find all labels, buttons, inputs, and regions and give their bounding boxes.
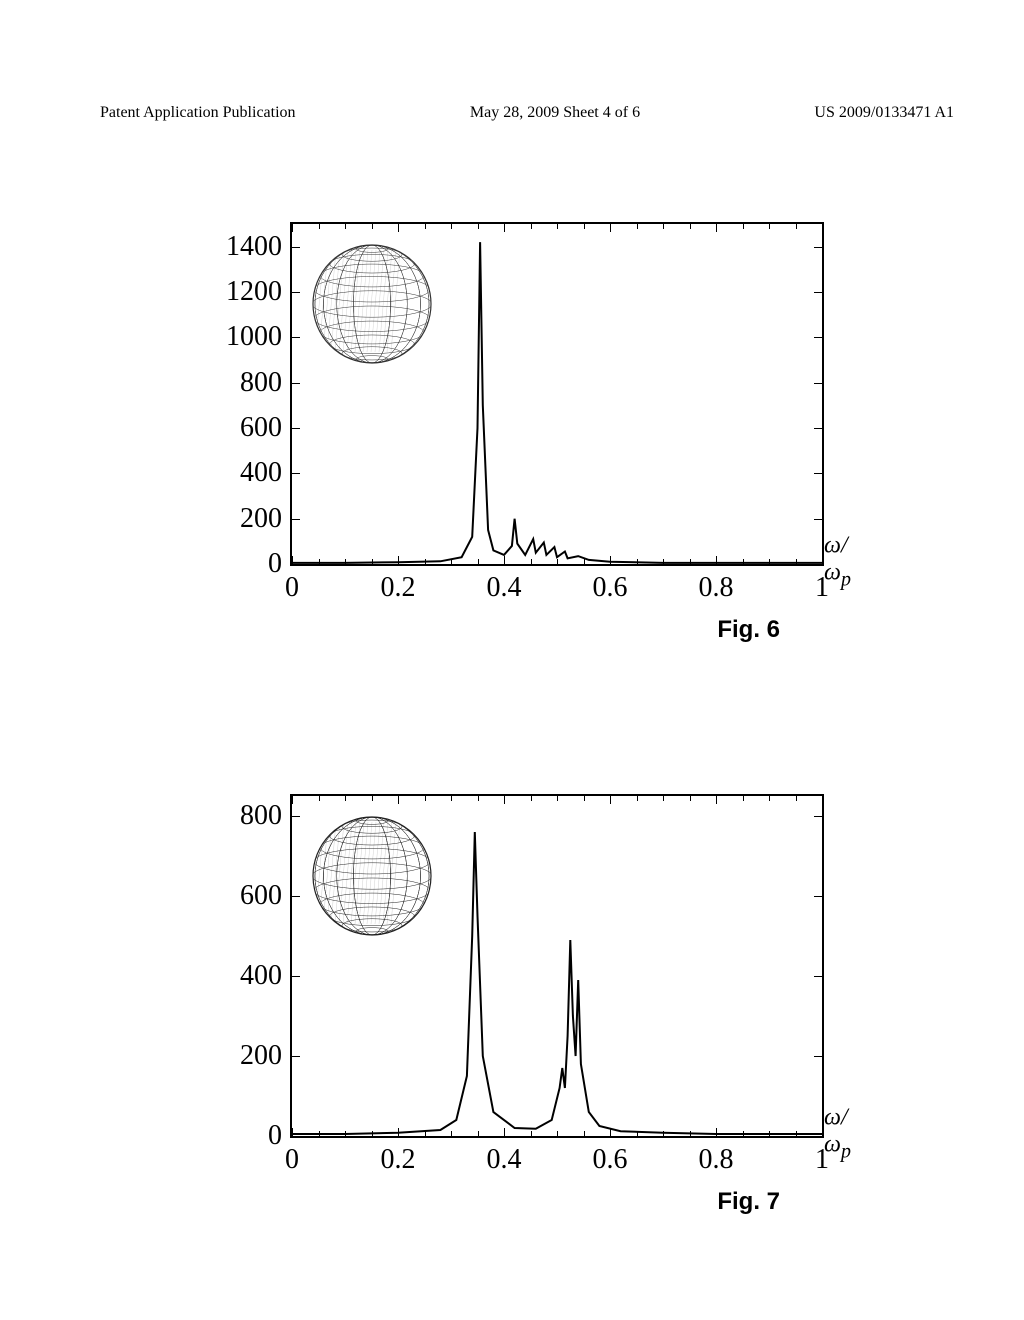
fig7-plot-area: 020040060080000.20.40.60.81 — [290, 794, 824, 1138]
ytick: 1400 — [226, 231, 292, 263]
ytick: 600 — [240, 880, 292, 912]
header-center: May 28, 2009 Sheet 4 of 6 — [470, 104, 640, 122]
xtick: 0 — [285, 564, 299, 604]
fig6-xlabel: ω/ωp — [820, 533, 851, 592]
xtick: 0.2 — [381, 564, 416, 604]
fig6-sphere-inset — [312, 244, 432, 364]
ytick: 200 — [240, 1040, 292, 1072]
ytick: 1000 — [226, 321, 292, 353]
header-left: Patent Application Publication — [100, 104, 296, 122]
ytick: 800 — [240, 800, 292, 832]
xtick: 0.2 — [381, 1136, 416, 1176]
ytick: 800 — [240, 367, 292, 399]
fig7-sphere-inset — [312, 816, 432, 936]
xtick: 0.8 — [699, 564, 734, 604]
xtick: 0.6 — [593, 564, 628, 604]
figure-7: 020040060080000.20.40.60.81 ω/ωp Fig. 7 — [180, 794, 820, 1216]
xtick: 0.6 — [593, 1136, 628, 1176]
ytick: 400 — [240, 457, 292, 489]
fig6-plot-area: 020040060080010001200140000.20.40.60.81 — [290, 222, 824, 566]
ytick: 600 — [240, 412, 292, 444]
xtick: 0.4 — [487, 564, 522, 604]
figure-6: 020040060080010001200140000.20.40.60.81 … — [180, 222, 820, 644]
fig7-xlabel: ω/ωp — [820, 1105, 851, 1164]
patent-header: Patent Application Publication May 28, 2… — [0, 0, 1024, 122]
ytick: 400 — [240, 960, 292, 992]
xtick: 0.8 — [699, 1136, 734, 1176]
ytick: 1200 — [226, 276, 292, 308]
header-right: US 2009/0133471 A1 — [814, 104, 954, 122]
ytick: 200 — [240, 503, 292, 535]
xtick: 0 — [285, 1136, 299, 1176]
fig6-caption: Fig. 6 — [180, 616, 820, 644]
xtick: 0.4 — [487, 1136, 522, 1176]
fig7-caption: Fig. 7 — [180, 1188, 820, 1216]
